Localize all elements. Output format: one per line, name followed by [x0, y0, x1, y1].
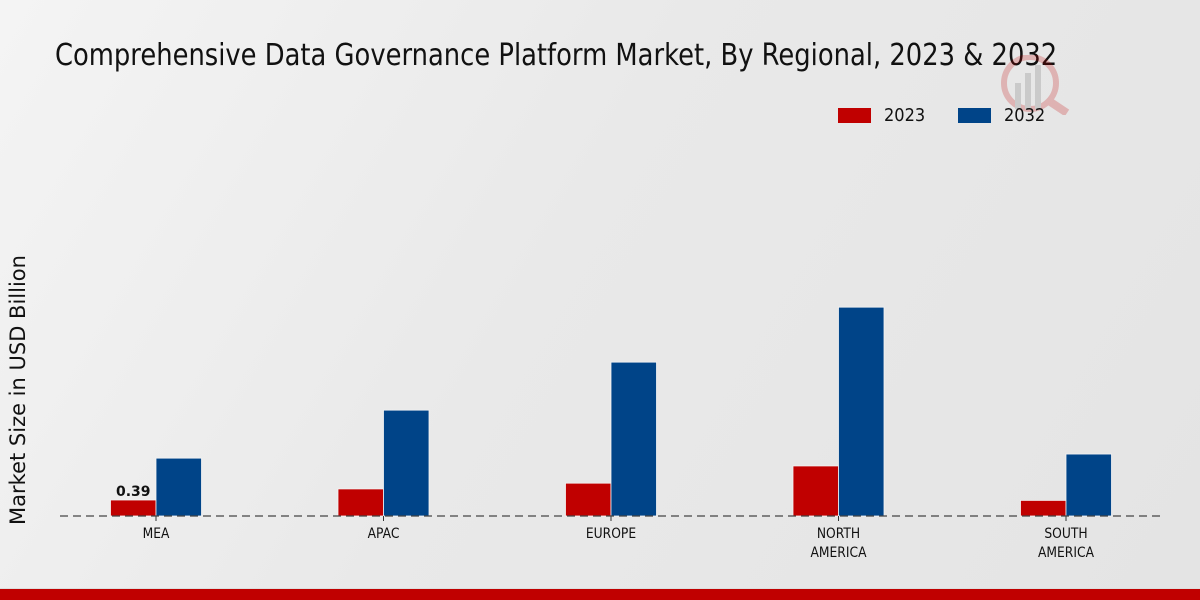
bar-apac-2023 — [337, 488, 384, 517]
bar-mea-2023 — [110, 499, 157, 517]
legend-swatch-2032 — [958, 107, 991, 123]
watermark-logo-icon — [1001, 55, 1070, 115]
x-tick-label: MEA — [143, 526, 170, 542]
bar-south-america-2032 — [1065, 453, 1112, 517]
bar-north-america-2032 — [838, 306, 885, 517]
bar-europe-2032 — [610, 361, 657, 517]
legend-label-2023: 2023 — [884, 104, 926, 126]
legend-label-2032: 2032 — [1004, 104, 1046, 126]
legend-item-2032: 2032 — [958, 104, 1050, 126]
bar-apac-2032 — [383, 409, 430, 517]
x-tick-label: APAC — [368, 526, 400, 542]
legend-swatch-2023 — [838, 107, 871, 123]
bar-south-america-2023 — [1020, 500, 1067, 517]
x-tick-label: SOUTH AMERICA — [1038, 526, 1094, 561]
data-label-mea-2023: 0.39 — [116, 484, 151, 500]
x-tick-label: EUROPE — [586, 526, 636, 542]
chart-title: Comprehensive Data Governance Platform M… — [55, 38, 1058, 73]
footer-accent-bar — [0, 588, 1200, 600]
x-tick-label: NORTH AMERICA — [810, 526, 866, 561]
legend-item-2023: 2023 — [838, 104, 930, 126]
bar-north-america-2023 — [792, 465, 839, 517]
bar-europe-2023 — [565, 482, 612, 517]
bar-mea-2032 — [155, 457, 202, 517]
